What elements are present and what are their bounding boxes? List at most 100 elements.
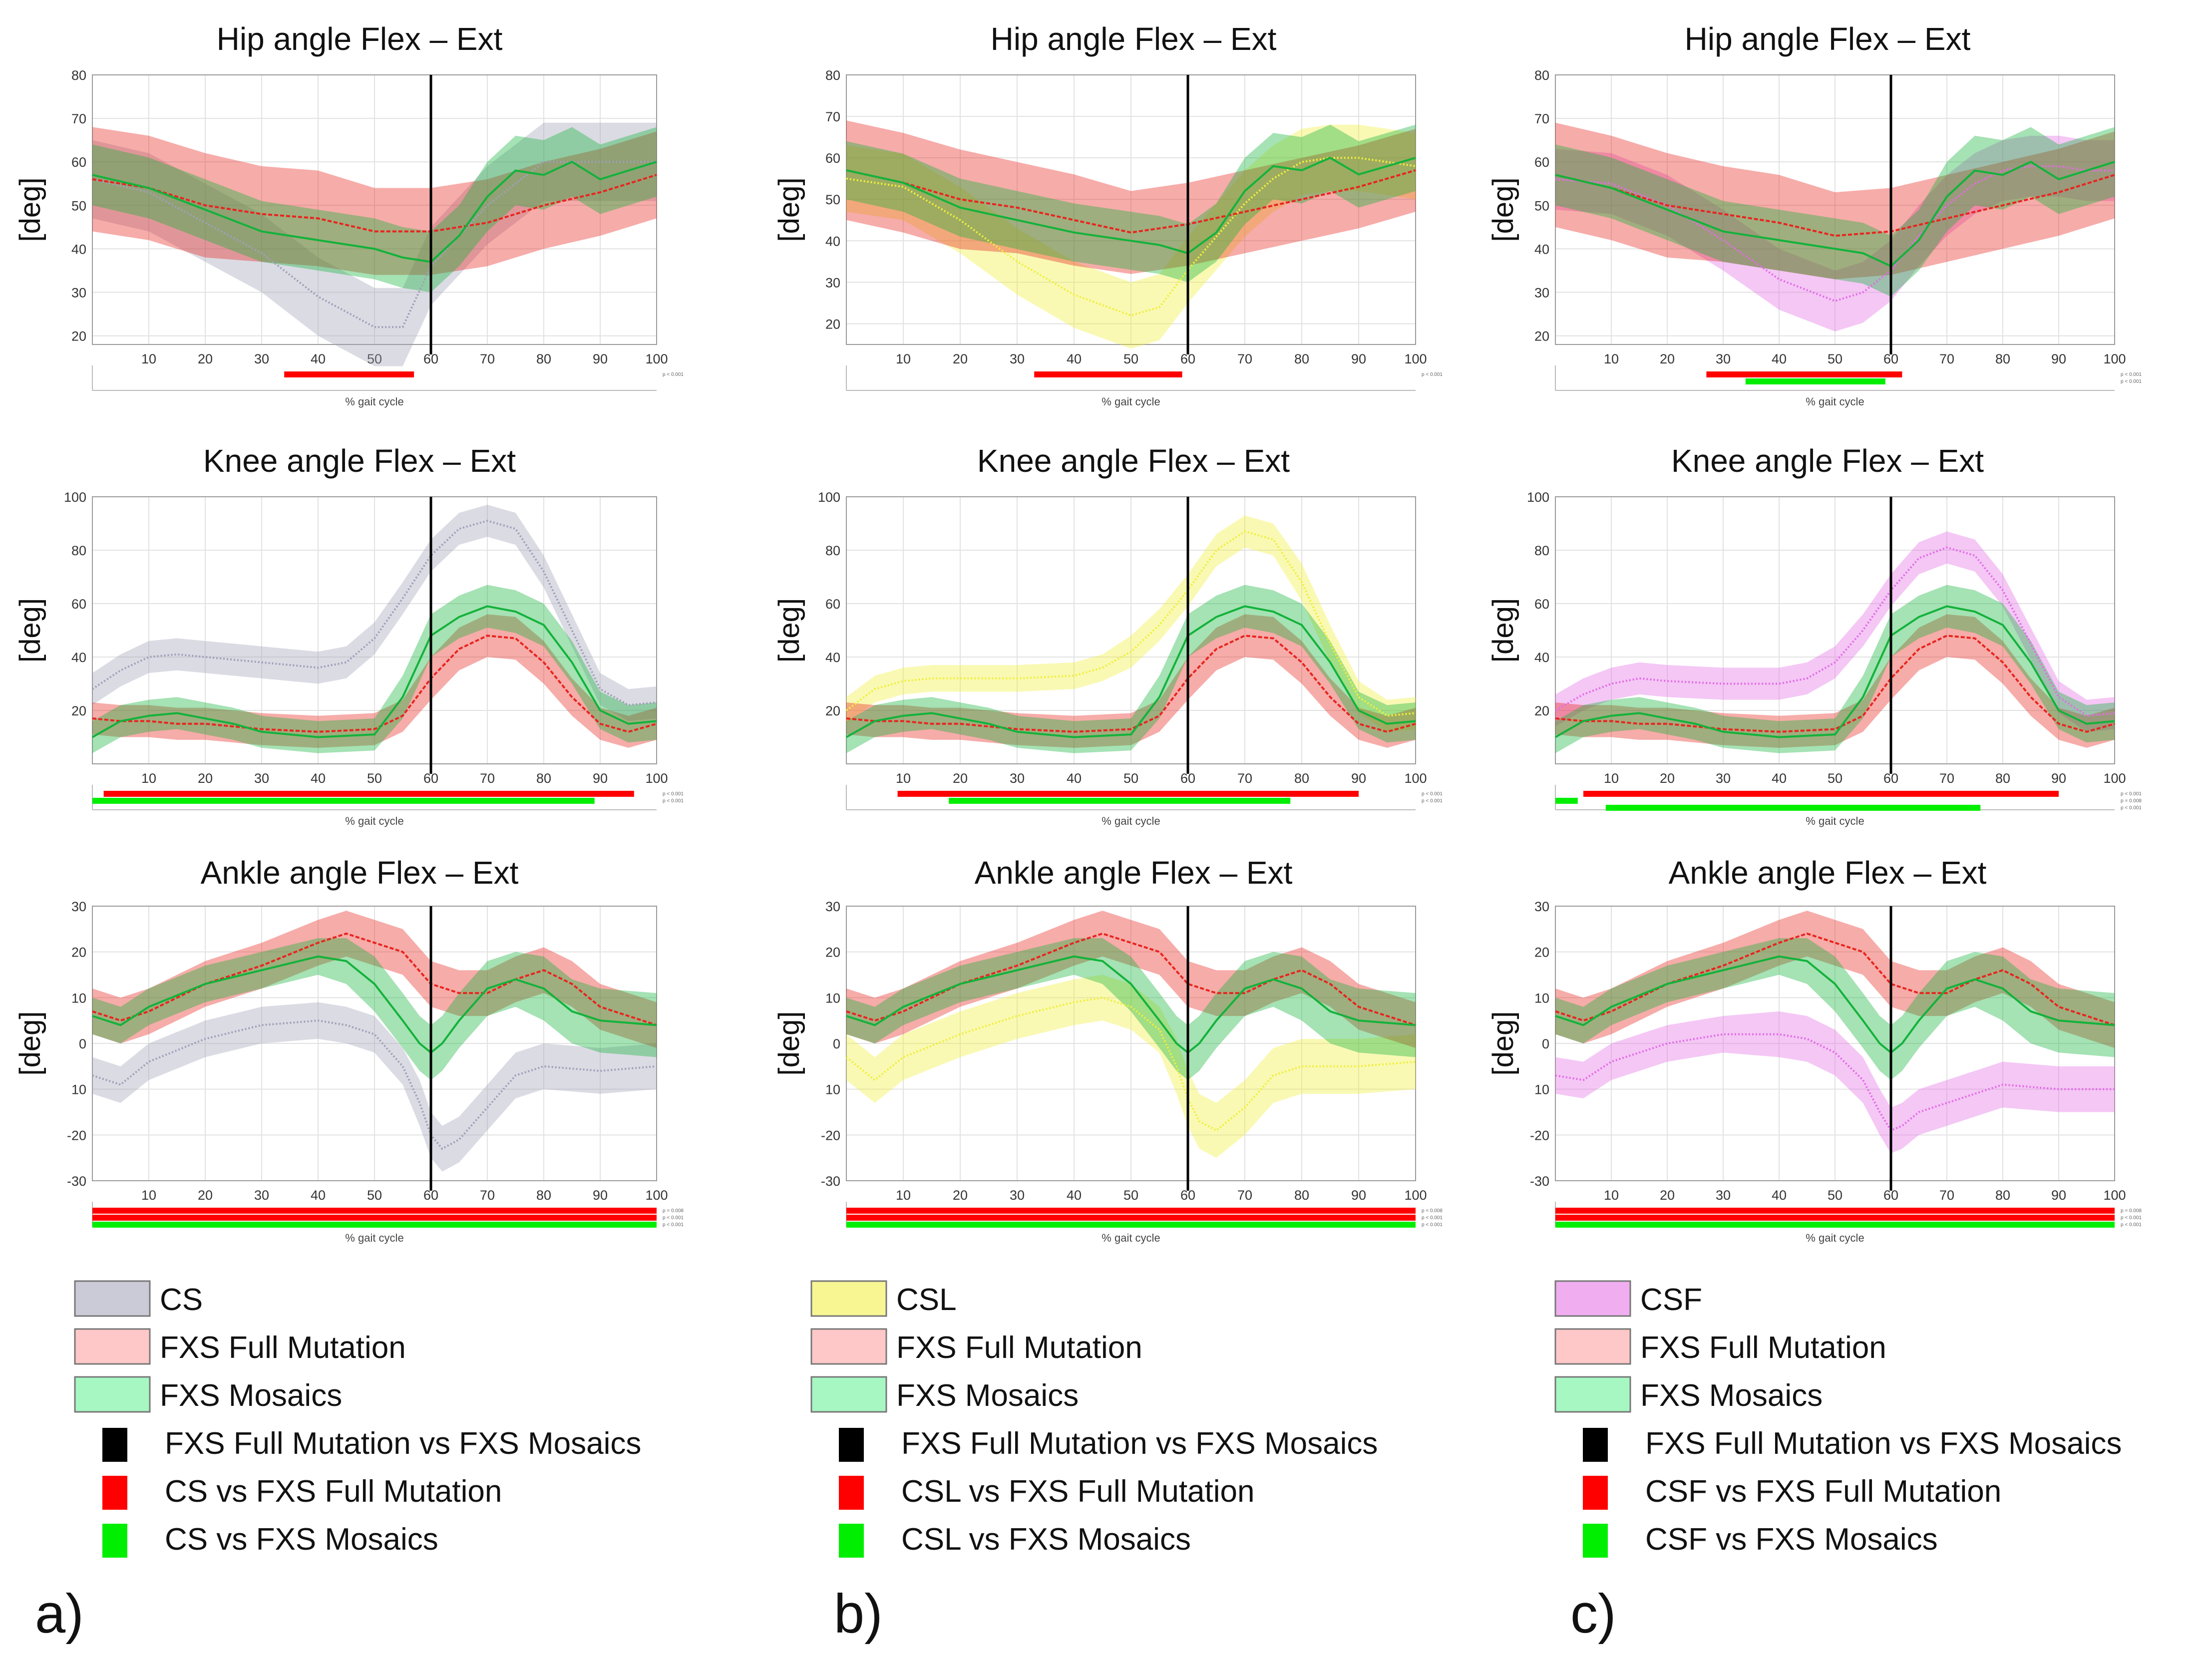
sig-p-value: p < 0.001 — [663, 1215, 684, 1221]
legend-label: FXS Mosaics — [1640, 1378, 1823, 1413]
y-tick-label: 70 — [71, 111, 86, 126]
y-axis-label: [deg] — [773, 178, 805, 242]
series-band-cs — [92, 1002, 657, 1172]
y-tick-label: 70 — [825, 109, 840, 124]
y-axis-label: [deg] — [14, 598, 46, 663]
legend-1: CS FXS Full Mutation FXS Mosaics FXS Full M… — [35, 1280, 641, 1645]
sig-bar — [1555, 798, 1578, 804]
sig-p-value: p < 0.001 — [2121, 1215, 2142, 1221]
x-tick-label: 80 — [1294, 771, 1309, 786]
sig-p-value: p < 0.001 — [1422, 798, 1443, 804]
x-tick-label: 10 — [896, 1188, 911, 1203]
series-line-fxs-mosaics — [92, 605, 657, 738]
x-tick-label: 40 — [311, 1188, 326, 1203]
x-tick-label: 70 — [1237, 771, 1252, 786]
legend-label: FXS Mosaics — [160, 1378, 342, 1413]
series-line-fxs-mosaics — [846, 156, 1416, 255]
chart-c-knee: Knee angle Flex – Ext 10 20 30 40 50 60 70 80 90 1… — [1487, 443, 2142, 827]
series-band-fxs-mosaics — [1555, 585, 2115, 753]
x-tick-label: 80 — [1995, 1188, 2010, 1203]
legend-swatch-band — [810, 1376, 887, 1413]
sig-p-value: p < 0.001 — [663, 791, 684, 797]
x-tick-label: 30 — [1716, 771, 1731, 786]
x-tick-label: 80 — [536, 771, 551, 786]
axes-box — [1555, 906, 2115, 1181]
y-tick-label: -30 — [1530, 1174, 1549, 1189]
series-line-cs — [91, 520, 657, 706]
series-line-fxs-mosaics — [1555, 955, 2115, 1054]
series-band-fxs-mosaics — [1555, 127, 2115, 297]
series-band-fxs-full-mutation — [1555, 911, 2115, 1048]
axes-box — [92, 74, 657, 345]
y-tick-label: 30 — [1534, 285, 1549, 300]
x-tick-label: 70 — [480, 771, 495, 786]
x-tick-label: 30 — [1010, 1188, 1025, 1203]
legend-2: CSL FXS Full Mutation FXS Mosaics FXS Full … — [810, 1280, 1378, 1645]
x-tick-label: 80 — [536, 1188, 551, 1203]
series-band-fxs-mosaics — [92, 127, 657, 293]
x-tick-label: 90 — [1351, 771, 1366, 786]
sig-bar — [897, 791, 1359, 797]
chart-title: Ankle angle Flex – Ext — [201, 855, 519, 891]
x-tick-label: 100 — [1404, 351, 1427, 366]
sig-p-value: p = 0.008 — [2121, 1208, 2142, 1214]
legend-swatch-band — [74, 1376, 151, 1413]
y-tick-label: 60 — [71, 597, 86, 612]
legend-label: CS — [160, 1283, 203, 1317]
sig-bar — [92, 1208, 657, 1214]
legend-swatch-square — [1583, 1428, 1608, 1462]
legend-label: FXS Full Mutation — [896, 1330, 1142, 1365]
axes-box — [846, 74, 1416, 345]
y-tick-label: 100 — [818, 490, 840, 505]
sig-bar — [1605, 805, 1981, 811]
series-band-fxs-full-mutation — [92, 911, 657, 1048]
x-tick-label: 100 — [2103, 771, 2126, 786]
x-tick-label: 10 — [896, 771, 911, 786]
y-tick-label: 20 — [825, 945, 840, 960]
series-line-fxs-full-mutation — [846, 169, 1416, 234]
y-tick-label: 10 — [71, 1082, 86, 1097]
panel-label: a) — [35, 1583, 84, 1645]
x-tick-label: 50 — [1123, 351, 1138, 366]
gait-cycle-label: % gait cycle — [345, 1232, 403, 1244]
y-tick-label: 20 — [1534, 329, 1549, 344]
legend-label: CSF — [1640, 1283, 1702, 1317]
legend-swatch-square — [839, 1428, 864, 1462]
sig-bar — [1745, 378, 1885, 384]
x-tick-label: 20 — [198, 1188, 213, 1203]
x-tick-label: 20 — [1660, 351, 1675, 366]
series-line-fxs-full-mutation — [1555, 635, 2115, 733]
sig-bar — [846, 1215, 1416, 1221]
x-tick-label: 30 — [254, 1188, 269, 1203]
gait-cycle-label: % gait cycle — [1102, 395, 1160, 408]
y-axis-label: [deg] — [1487, 598, 1519, 663]
legend-label: FXS Full Mutation vs FXS Mosaics — [165, 1426, 641, 1461]
x-tick-label: 20 — [953, 351, 968, 366]
legend-swatch-square — [1583, 1524, 1608, 1558]
y-tick-label: 40 — [71, 242, 86, 257]
y-tick-label: 50 — [825, 192, 840, 207]
x-tick-label: 50 — [1123, 1188, 1138, 1203]
x-tick-label: 80 — [536, 351, 551, 366]
y-tick-label: 0 — [1542, 1036, 1549, 1051]
sig-p-value: p < 0.001 — [2121, 1222, 2142, 1228]
gait-cycle-label: % gait cycle — [1806, 1232, 1864, 1244]
sig-p-value: p < 0.001 — [1422, 372, 1443, 377]
x-tick-label: 100 — [1404, 771, 1427, 786]
x-tick-label: 30 — [1010, 771, 1025, 786]
x-tick-label: 90 — [593, 1188, 608, 1203]
legend-swatch-band — [1554, 1376, 1631, 1413]
gait-cycle-label: % gait cycle — [1102, 1232, 1160, 1244]
y-tick-label: 20 — [71, 329, 86, 344]
legend-label: FXS Full Mutation vs FXS Mosaics — [1645, 1426, 2122, 1461]
sig-bar — [284, 371, 414, 377]
x-tick-label: 10 — [1604, 771, 1619, 786]
sig-bar — [1034, 371, 1182, 377]
sig-p-value: p < 0.001 — [663, 798, 684, 804]
y-tick-label: 80 — [825, 543, 840, 558]
legend-label: CSF vs FXS Full Mutation — [1645, 1474, 2001, 1509]
y-tick-label: -30 — [821, 1174, 840, 1189]
y-tick-label: 80 — [1534, 543, 1549, 558]
series-line-cs — [92, 161, 657, 329]
legend-label: CSL vs FXS Mosaics — [901, 1522, 1191, 1557]
